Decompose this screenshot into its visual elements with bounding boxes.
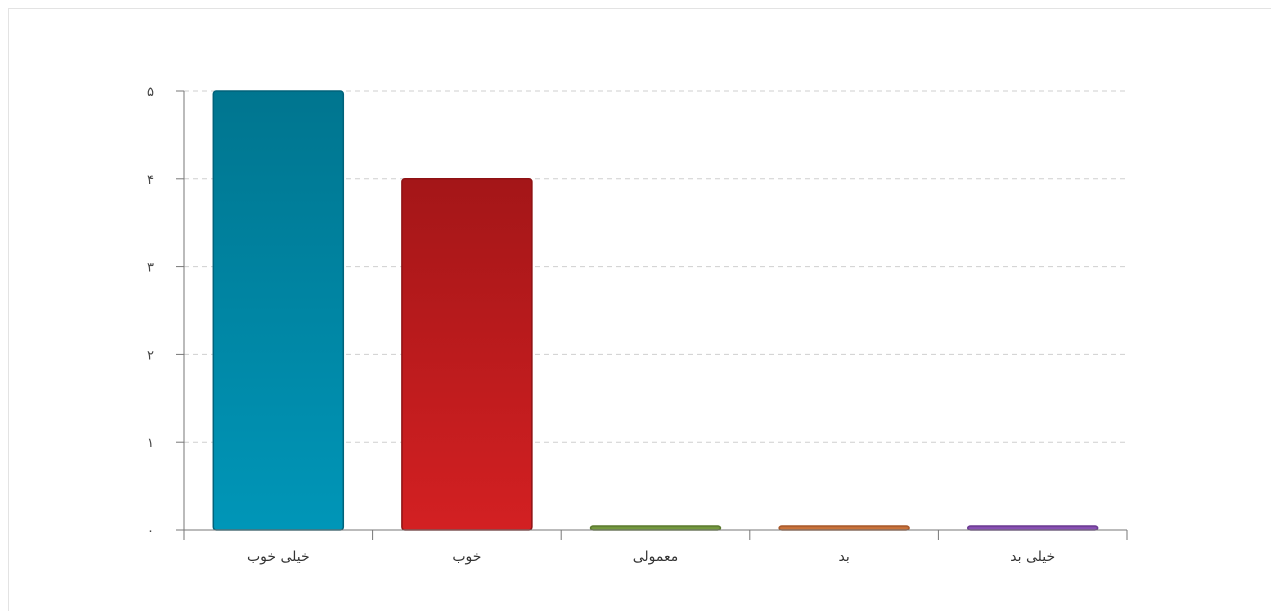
bar[interactable]: [778, 525, 910, 531]
bar[interactable]: [966, 525, 1099, 531]
y-tick-label: ۱: [147, 436, 154, 451]
axes: [176, 90, 1128, 540]
x-tick-label: خیلی خوب: [247, 549, 310, 565]
y-tick-label: ۴: [147, 173, 154, 188]
bar[interactable]: [589, 525, 722, 531]
bar[interactable]: [401, 178, 533, 531]
bars: [212, 90, 1099, 531]
x-tick-label: خیلی بد: [1010, 549, 1055, 565]
y-tick-label: ۰: [147, 524, 154, 539]
y-tick-label: ۲: [147, 348, 154, 363]
y-tick-label: ۵: [147, 85, 154, 100]
bar[interactable]: [212, 90, 345, 531]
x-tick-label: معمولی: [633, 549, 679, 565]
x-tick-label: خوب: [452, 549, 481, 565]
y-tick-labels: ۰ ۱ ۲ ۳ ۴ ۵: [147, 85, 154, 539]
y-tick-label: ۳: [147, 261, 154, 276]
x-tick-labels: خیلی خوب خوب معمولی بد خیلی بد: [247, 549, 1055, 565]
x-tick-label: بد: [838, 549, 849, 565]
